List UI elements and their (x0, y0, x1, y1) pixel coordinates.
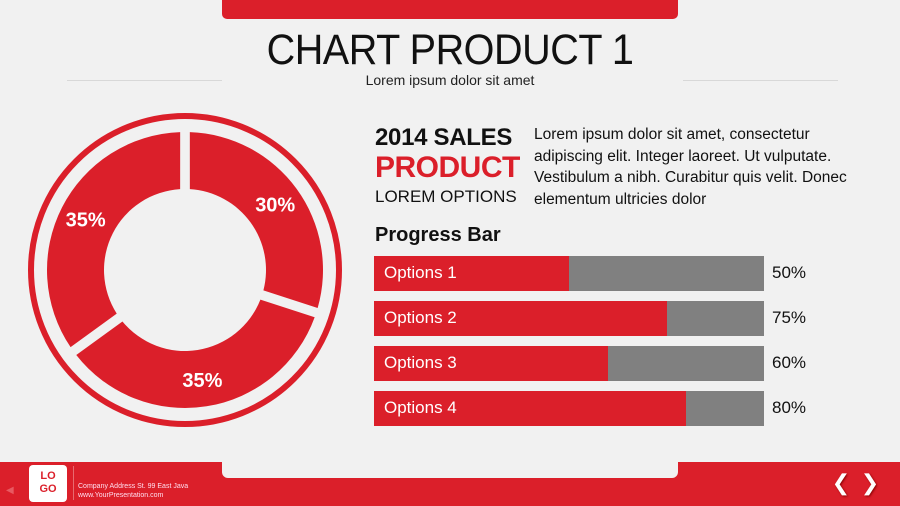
product-heading: PRODUCT (375, 151, 520, 184)
slice-label: 35% (66, 209, 106, 231)
divider-left (67, 80, 222, 81)
progress-percent: 75% (772, 308, 807, 327)
options-heading: LOREM OPTIONS (375, 187, 517, 206)
page-subtitle: Lorem ipsum dolor sit amet (365, 72, 535, 88)
company-address: Company Address St. 99 East Java (78, 483, 189, 490)
footer-tab (222, 462, 678, 478)
progress-label: Options 3 (384, 353, 457, 372)
progress-fill (374, 256, 569, 291)
logo: LO GO (29, 465, 67, 502)
slice-label: 35% (182, 370, 222, 392)
progress-percent: 50% (772, 263, 807, 282)
donut-slice-1 (189, 132, 323, 309)
progress-bar-4: Options 4 (374, 391, 764, 426)
donut-slice-3 (47, 132, 181, 348)
donut-chart: 30% 35% 35% (28, 113, 342, 427)
progress-label: Options 4 (384, 398, 457, 417)
progress-fill (374, 346, 608, 381)
progress-bar-2: Options 2 (374, 301, 764, 336)
description-text: Lorem ipsum dolor sit amet, consectetur … (534, 126, 847, 208)
progress-percent: 80% (772, 398, 807, 417)
logo-divider (73, 466, 74, 500)
page-title: CHART PRODUCT 1 (266, 26, 634, 74)
donut-slice-2 (76, 299, 315, 409)
outer-ring (28, 113, 342, 427)
progress-bar-title: Progress Bar (375, 224, 501, 246)
back-arrow-icon: ◀ (6, 485, 14, 496)
progress-fill (374, 301, 667, 336)
sales-year-heading: 2014 SALES (375, 124, 513, 151)
divider-right (683, 80, 838, 81)
progress-fill (374, 391, 686, 426)
company-info: Company Address St. 99 East Java www.You… (78, 482, 188, 500)
company-website: www.YourPresentation.com (78, 492, 164, 499)
chevron-right-icon[interactable]: ❯ (860, 471, 880, 496)
progress-label: Options 2 (384, 308, 457, 327)
progress-bar-1: Options 1 (374, 256, 764, 291)
slice-label: 30% (255, 194, 295, 216)
top-accent-tab (222, 0, 678, 19)
chevron-left-icon[interactable]: ❮ (831, 471, 851, 496)
progress-bar-3: Options 3 (374, 346, 764, 381)
progress-label: Options 1 (384, 263, 457, 282)
progress-percent: 60% (772, 353, 807, 372)
